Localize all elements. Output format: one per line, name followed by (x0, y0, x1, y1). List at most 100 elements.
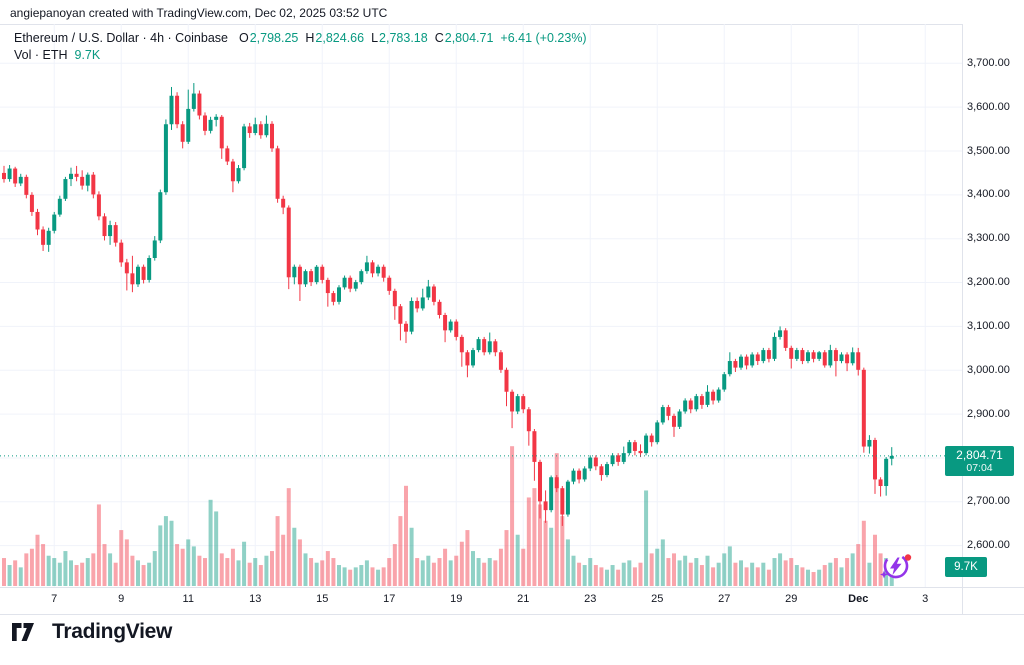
candle-body (671, 415, 676, 427)
candle-body (230, 161, 235, 182)
candle-body (426, 286, 431, 298)
volume-bar (420, 560, 425, 586)
candle-body (476, 339, 481, 351)
time-axis-label: 23 (584, 593, 597, 605)
volume-bar (264, 555, 269, 586)
candle-body (35, 211, 40, 230)
candle-body (683, 400, 688, 412)
volume-bar (705, 555, 710, 586)
price-axis-label: 3,300.00 (967, 232, 1010, 245)
time-axis-label: 13 (249, 593, 262, 605)
candle-body (794, 350, 799, 359)
volume-bar (872, 534, 877, 586)
volume-bar (733, 562, 738, 586)
volume-bar (219, 553, 224, 586)
candle-body (119, 242, 124, 263)
price-axis-label: 3,100.00 (967, 319, 1010, 332)
candle-body (699, 396, 704, 405)
volume-bar (560, 516, 565, 586)
volume-bar (342, 567, 347, 586)
volume-bar (336, 565, 341, 586)
candle-body (269, 123, 274, 149)
volume-bar (711, 567, 716, 586)
candle-body (705, 391, 710, 405)
volume-bar (627, 560, 632, 586)
lightning-bolt (890, 557, 902, 575)
time-axis-label: 27 (718, 593, 731, 605)
tradingview-logo[interactable]: TradingView (12, 620, 172, 644)
candle-body (532, 431, 537, 462)
candle-body (370, 262, 375, 274)
volume-bar (845, 558, 850, 586)
volume-bar (52, 558, 57, 586)
candle-body (655, 422, 660, 443)
volume-bar (18, 567, 23, 586)
close-value: 2,804.71 (444, 31, 494, 45)
current-price-value: 2,804.71 (956, 447, 1003, 462)
candle-body (627, 442, 632, 454)
volume-bar (828, 562, 833, 586)
symbol-title[interactable]: Ethereum / U.S. Dollar · 4h · Coinbase (14, 31, 228, 45)
candle-body (856, 352, 861, 370)
volume-bar (800, 567, 805, 586)
candle-body (783, 330, 788, 348)
volume-bar (426, 555, 431, 586)
volume-bar (543, 520, 548, 586)
candle-body (202, 115, 207, 131)
volume-bar (493, 560, 498, 586)
candle-body (297, 266, 302, 285)
volume-bar (113, 562, 118, 586)
candle-body (342, 277, 347, 288)
candle-body (482, 339, 487, 353)
candle-body (498, 352, 503, 370)
candle-body (13, 168, 18, 184)
volume-bar (57, 562, 62, 586)
volume-bar (180, 548, 185, 586)
volume-bar (124, 539, 129, 586)
volume-bar (63, 551, 68, 586)
candle-body (353, 282, 358, 289)
candle-body (29, 194, 34, 212)
volume-bar (660, 539, 665, 586)
volume-bar (526, 497, 531, 586)
candle-body (124, 262, 129, 274)
volume-bar (152, 551, 157, 586)
price-axis-label: 3,700.00 (967, 56, 1010, 69)
current-price-badge: 2,804.71 07:04 (945, 446, 1014, 476)
volume-bar (163, 516, 168, 586)
candle-body (465, 352, 470, 366)
candle-body (872, 439, 877, 480)
candle-body (286, 207, 291, 278)
candle-body (275, 148, 280, 199)
volume-bar (314, 562, 319, 586)
volume-bar (24, 553, 29, 586)
candle-body (711, 391, 716, 401)
volume-bar (253, 558, 258, 586)
candle-body (258, 124, 263, 136)
candle-body (666, 407, 671, 416)
volume-bar (191, 546, 196, 586)
candle-body (85, 174, 90, 186)
volume-bar (437, 558, 442, 586)
candle-body (431, 286, 436, 302)
volume-bar (644, 490, 649, 586)
close-pair: C 2,804.71 (435, 30, 494, 47)
volume-bar (817, 569, 822, 586)
volume-bar (789, 558, 794, 586)
candle-body (175, 95, 180, 125)
volume-bar (7, 565, 12, 586)
volume-bar (593, 565, 598, 586)
candle-body (197, 93, 202, 116)
candle-body (526, 409, 531, 432)
volume-bar (320, 560, 325, 586)
volume-bar (443, 548, 448, 586)
volume-bar (364, 560, 369, 586)
candle-body (805, 352, 810, 362)
volume-bar (638, 562, 643, 586)
candle-body (722, 374, 727, 390)
volume-bar (247, 562, 252, 586)
candle-body (565, 481, 570, 515)
watermark-text: angiepanoyan created with TradingView.co… (10, 6, 388, 20)
candle-body (359, 271, 364, 283)
